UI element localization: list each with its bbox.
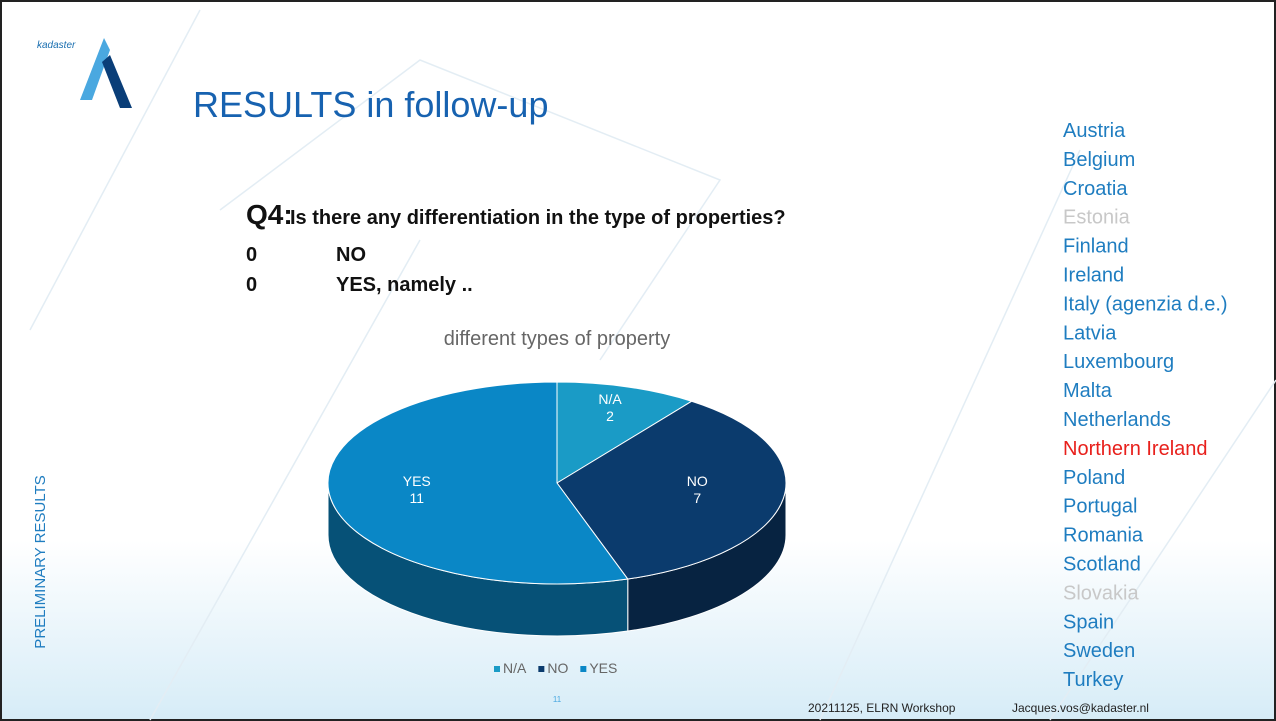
country: Luxembourg xyxy=(1063,351,1174,373)
data-label-category: NO xyxy=(687,473,708,489)
data-label-category: N/A xyxy=(598,391,622,407)
pie-slice xyxy=(327,381,629,585)
country: Estonia xyxy=(1063,207,1131,229)
footer-email: Jacques.vos@kadaster.nl xyxy=(1012,701,1149,715)
data-label-value: 2 xyxy=(606,408,614,424)
legend-label: NO xyxy=(547,660,568,676)
option-number: 0 xyxy=(246,244,257,266)
chart-title: different types of property xyxy=(444,328,670,350)
country: Croatia xyxy=(1063,178,1128,200)
logo xyxy=(102,55,132,108)
option-text: YES, namely .. xyxy=(336,274,473,296)
country: Poland xyxy=(1063,467,1125,489)
legend-swatch xyxy=(580,666,587,672)
legend-swatch xyxy=(538,666,545,672)
country: Belgium xyxy=(1063,149,1135,171)
country: Portugal xyxy=(1063,496,1138,518)
country: Slovakia xyxy=(1063,582,1139,604)
country: Latvia xyxy=(1063,322,1117,344)
country: Finland xyxy=(1063,236,1129,258)
legend-label: N/A xyxy=(503,660,527,676)
pie-slice xyxy=(556,381,693,484)
country: Austria xyxy=(1063,120,1126,142)
country: Malta xyxy=(1063,380,1113,402)
country: Ireland xyxy=(1063,265,1124,287)
question-number: Q4: xyxy=(246,199,293,230)
country: Turkey xyxy=(1063,669,1123,691)
slide-title: RESULTS in follow-up xyxy=(193,84,548,125)
data-label-value: 11 xyxy=(409,490,424,506)
country: Italy (agenzia d.e.) xyxy=(1063,293,1228,315)
country: Sweden xyxy=(1063,640,1135,662)
option-text: NO xyxy=(336,244,366,266)
logo-text: kadaster xyxy=(37,40,76,51)
country: Northern Ireland xyxy=(1063,438,1208,460)
country: Scotland xyxy=(1063,554,1141,576)
pie-slice xyxy=(556,400,787,580)
logo xyxy=(80,38,110,100)
data-label-value: 7 xyxy=(693,490,701,506)
country: Spain xyxy=(1063,611,1114,633)
legend-label: YES xyxy=(589,660,617,676)
country: Netherlands xyxy=(1063,409,1171,431)
question: Is there any differentiation in the type… xyxy=(290,207,786,229)
legend-swatch xyxy=(494,666,500,672)
decoration xyxy=(29,9,1276,721)
footer-event: 20211125, ELRN Workshop xyxy=(808,701,956,715)
page-number: 11 xyxy=(553,695,562,704)
data-label-category: YES xyxy=(403,473,431,489)
country: Romania xyxy=(1063,525,1144,547)
option-number: 0 xyxy=(246,274,257,296)
side-label: PRELIMINARY RESULTS xyxy=(32,475,49,648)
